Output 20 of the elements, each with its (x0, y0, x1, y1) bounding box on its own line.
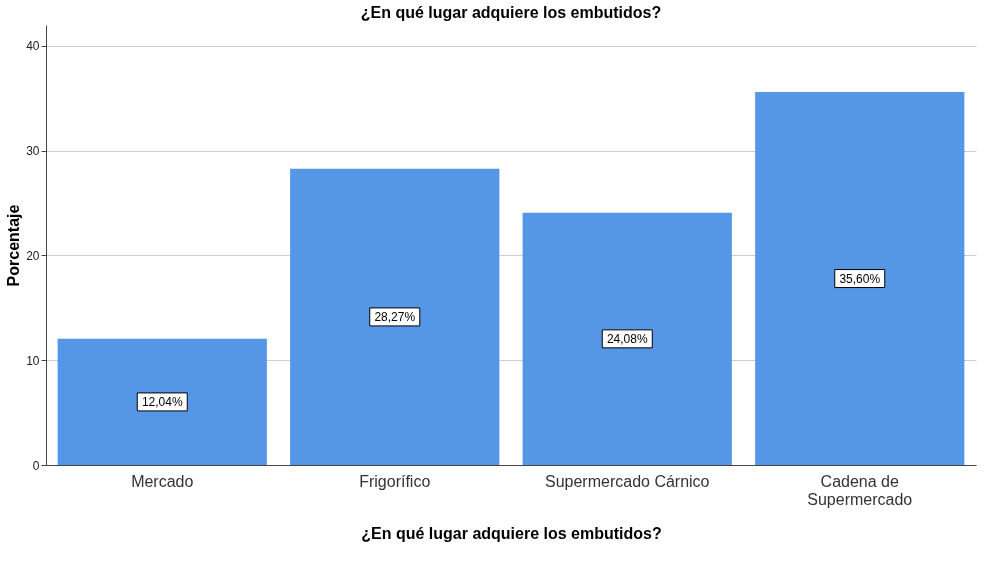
bar (290, 168, 500, 465)
x-tick-label: Mercado (131, 472, 194, 490)
y-tick-label: 40 (26, 39, 40, 54)
data-label: 28,27% (374, 309, 416, 324)
x-tick-label: Frigorífico (359, 472, 431, 490)
bar (57, 338, 267, 465)
y-tick-label: 10 (26, 353, 40, 368)
bar (522, 212, 732, 465)
chart-title: ¿En qué lugar adquiere los embutidos? (360, 4, 662, 21)
y-axis-title: Porcentaje (5, 204, 23, 287)
y-tick-label: 0 (32, 458, 40, 473)
x-tick-label: Cadena de Supermercado (807, 472, 913, 508)
y-tick-label: 30 (26, 144, 40, 159)
x-axis-title: ¿En qué lugar adquiere los embutidos? (361, 524, 662, 542)
data-label: 35,60% (839, 271, 881, 286)
data-label: 12,04% (141, 394, 183, 409)
data-label: 24,08% (606, 331, 648, 346)
x-tick-label: Supermercado Cárnico (544, 472, 710, 490)
bar (755, 92, 965, 465)
y-tick-label: 20 (26, 248, 40, 263)
